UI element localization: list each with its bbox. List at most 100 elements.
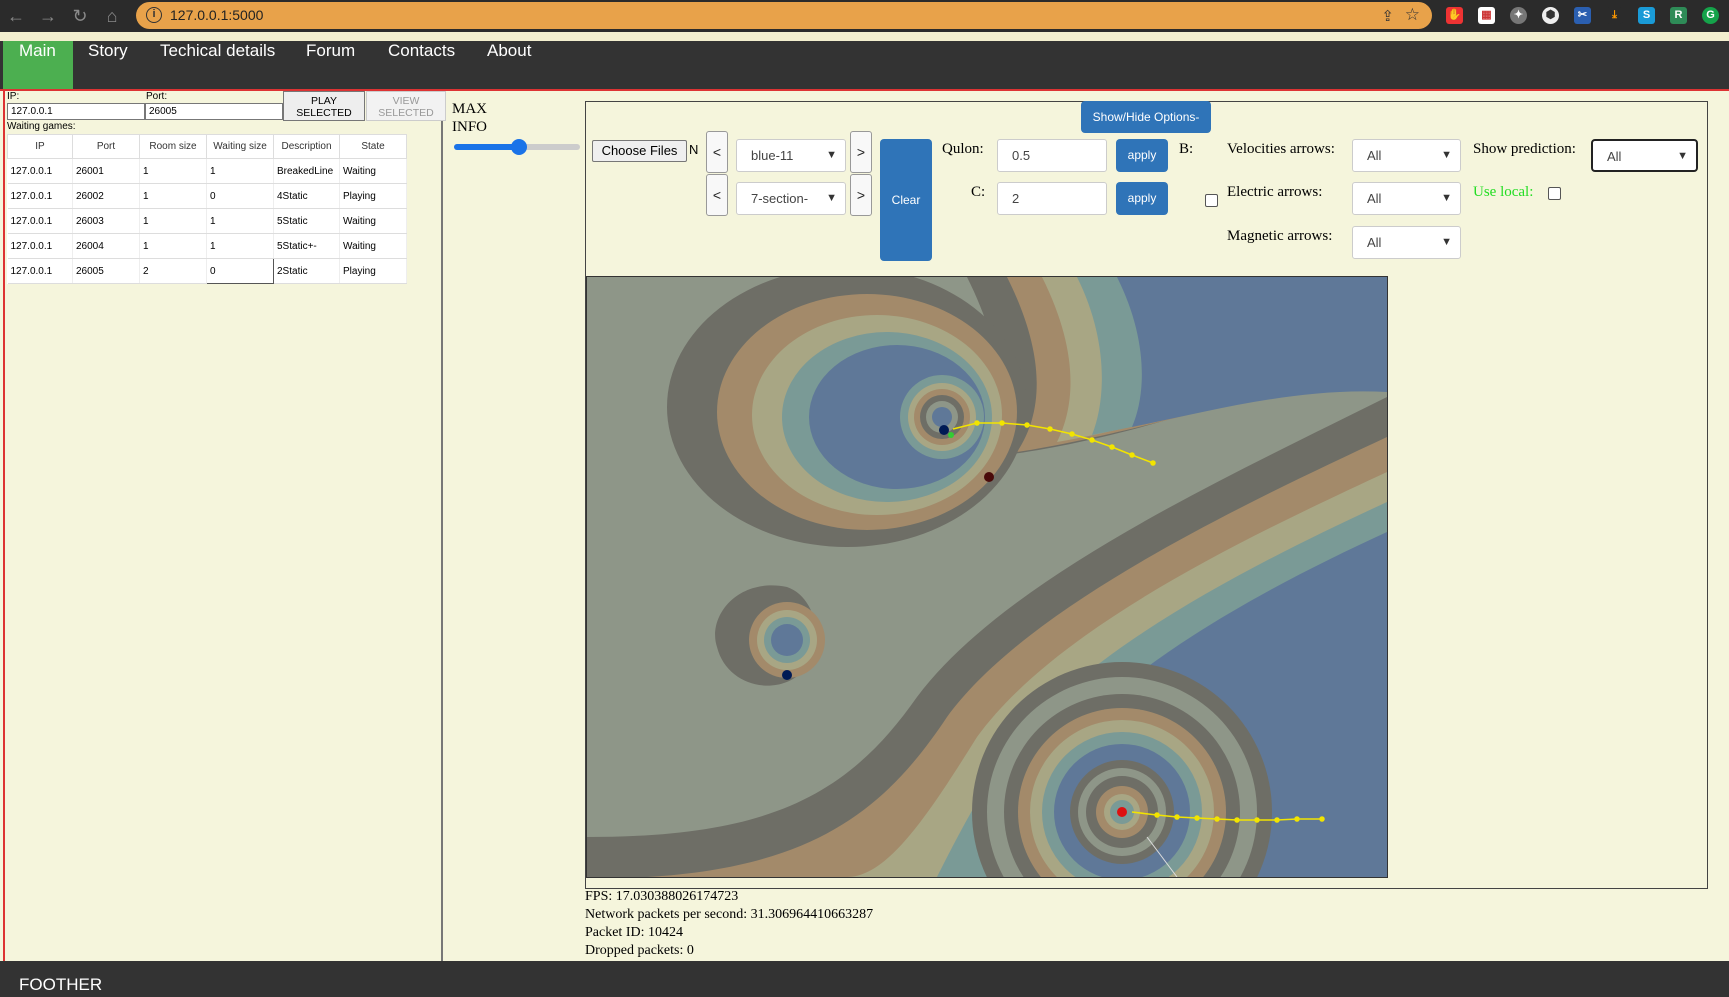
section-next-button[interactable]: > [850, 174, 872, 216]
magnetic-select-value: All [1367, 235, 1382, 250]
games-table: IP Port Room size Waiting size Descripti… [7, 134, 407, 284]
address-bar[interactable]: i 127.0.0.1:5000 ⇪ ☆ [136, 2, 1432, 29]
c-apply-button[interactable]: apply [1116, 182, 1168, 215]
dropped-packets-text: Dropped packets: 0 [585, 943, 694, 958]
particle-upper-marker [948, 432, 954, 438]
bookmark-star-icon[interactable]: ☆ [1404, 5, 1420, 24]
table-row[interactable]: 127.0.0.1 26003 1 1 5Static Waiting [7, 208, 407, 234]
palette-select-value: blue-11 [751, 148, 794, 163]
section-select[interactable]: 7-section- ▼ [736, 182, 846, 215]
reload-icon[interactable]: ↻ [72, 6, 88, 26]
velocities-label: Velocities arrows: [1227, 141, 1335, 157]
qulon-apply-button[interactable]: apply [1116, 139, 1168, 172]
column-header-ip: IP [7, 134, 73, 159]
cell-room-size: 2 [139, 258, 207, 284]
ip-input[interactable]: 127.0.0.1 [7, 103, 145, 120]
nav-contacts[interactable]: Contacts [388, 41, 456, 60]
share-icon[interactable]: ⇪ [1381, 8, 1394, 25]
magnetic-label: Magnetic arrows: [1227, 228, 1333, 244]
view-selected-button[interactable]: VIEW SELECTED [366, 91, 446, 121]
c-input[interactable]: 2 [997, 182, 1107, 215]
port-input[interactable]: 26005 [145, 103, 283, 120]
nav-about[interactable]: About [487, 41, 532, 60]
nav-story[interactable]: Story [88, 41, 128, 60]
nav-main[interactable]: Main [3, 41, 73, 89]
cell-room-size: 1 [139, 233, 207, 259]
charge-spiral-lower [972, 662, 1272, 877]
palette-select[interactable]: blue-11 ▼ [736, 139, 846, 172]
particle-center [984, 472, 994, 482]
cell-description: 5Static+- [273, 233, 340, 259]
extension-download-icon[interactable]: ⤓ [1606, 7, 1623, 24]
chevron-down-icon: ▼ [1677, 150, 1688, 162]
cell-waiting-size: 1 [206, 158, 274, 184]
ip-label: IP: [7, 91, 20, 102]
electric-label: Electric arrows: [1227, 184, 1323, 200]
cell-description: 5Static [273, 208, 340, 234]
column-header-state: State [339, 134, 407, 159]
electric-select[interactable]: All ▼ [1352, 182, 1461, 215]
cell-room-size: 1 [139, 208, 207, 234]
extension-stop-icon[interactable]: ✋ [1446, 7, 1463, 24]
choose-files-button[interactable]: Choose Files [592, 140, 687, 162]
prediction-select[interactable]: All ▼ [1591, 139, 1698, 172]
velocities-select-value: All [1367, 148, 1382, 163]
show-prediction-label: Show prediction: [1473, 141, 1576, 157]
play-selected-button[interactable]: PLAY SELECTED [283, 91, 365, 121]
chevron-down-icon: ▼ [826, 149, 837, 161]
home-icon[interactable]: ⌂ [106, 6, 118, 26]
extension-hex-icon[interactable]: ⬢ [1542, 7, 1559, 24]
extension-gear-icon[interactable]: ✦ [1510, 7, 1527, 24]
palette-prev-button[interactable]: < [706, 131, 728, 173]
info-slider[interactable] [454, 139, 580, 155]
browser-toolbar: ← → ↻ ⌂ i 127.0.0.1:5000 ⇪ ☆ ✋ ▦ ✦ ⬢ ✂ ⤓… [0, 0, 1729, 32]
nav-forum[interactable]: Forum [306, 41, 356, 60]
velocities-select[interactable]: All ▼ [1352, 139, 1461, 172]
section-prev-button[interactable]: < [706, 174, 728, 216]
extension-g-icon[interactable]: G [1702, 7, 1719, 24]
extension-calendar-icon[interactable]: ▦ [1478, 7, 1495, 24]
particle-upper [939, 425, 949, 435]
trail-line [1146, 836, 1178, 877]
cell-state: Playing [339, 183, 407, 209]
table-row[interactable]: 127.0.0.1 26004 1 1 5Static+- Waiting [7, 233, 407, 259]
back-icon[interactable]: ← [7, 6, 25, 26]
cell-room-size: 1 [139, 158, 207, 184]
extension-tool-icon[interactable]: ✂ [1574, 7, 1591, 24]
info-slider-thumb[interactable] [511, 139, 527, 155]
cell-ip: 127.0.0.1 [7, 233, 73, 259]
column-header-port: Port [72, 134, 140, 159]
stats-panel: FPS: 17.030388026174723 Network packets … [585, 888, 873, 960]
table-row[interactable]: 127.0.0.1 26001 1 1 BreakedLine Waiting [7, 158, 407, 184]
column-header-room-size: Room size [139, 134, 207, 159]
chevron-down-icon: ▼ [1441, 149, 1452, 161]
no-file-text: N [689, 142, 699, 157]
qulon-input[interactable]: 0.5 [997, 139, 1107, 172]
extension-r-icon[interactable]: R [1670, 7, 1687, 24]
page-footer: FOOTHER [0, 961, 1729, 997]
magnetic-select[interactable]: All ▼ [1352, 226, 1461, 259]
clear-button[interactable]: Clear [880, 139, 932, 261]
palette-next-button[interactable]: > [850, 131, 872, 173]
max-info-label: MAX INFO [452, 100, 487, 136]
cell-ip: 127.0.0.1 [7, 208, 73, 234]
info-slider-fill [454, 144, 518, 150]
nav-technical-details[interactable]: Techical details [160, 41, 276, 60]
cell-waiting-size: 1 [206, 208, 274, 234]
field-canvas[interactable] [586, 276, 1388, 878]
forward-icon[interactable]: → [39, 6, 57, 26]
use-local-label: Use local: [1473, 184, 1534, 200]
use-local-checkbox[interactable] [1548, 187, 1561, 200]
table-header-row: IP Port Room size Waiting size Descripti… [7, 134, 407, 159]
b-checkbox[interactable] [1205, 194, 1218, 207]
table-row[interactable]: 127.0.0.1 26005 2 0 2Static Playing [7, 258, 407, 284]
port-label: Port: [146, 91, 168, 102]
table-row[interactable]: 127.0.0.1 26002 1 0 4Static Playing [7, 183, 407, 209]
chevron-down-icon: ▼ [826, 192, 837, 204]
site-info-icon[interactable]: i [146, 7, 162, 23]
site-navbar: Main Story Techical details Forum Contac… [0, 41, 1729, 91]
max-info-line-1: MAX [452, 101, 488, 117]
extension-s-icon[interactable]: S [1638, 7, 1655, 24]
footer-text: FOOTHER [19, 975, 103, 994]
show-hide-options-button[interactable]: Show/Hide Options- [1081, 101, 1211, 133]
